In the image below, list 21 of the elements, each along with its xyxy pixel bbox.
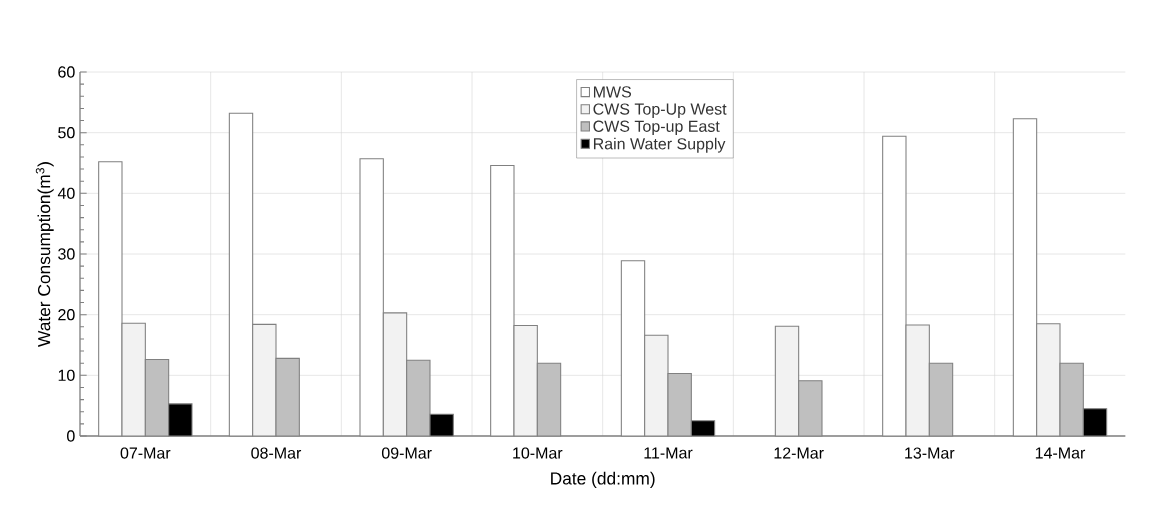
y-tick-label: 10	[58, 369, 75, 381]
x-axis-title: Date (dd:mm)	[551, 471, 655, 489]
x-tick-label: 08-Mar	[251, 447, 302, 459]
y-tick-label: 40	[57, 187, 75, 199]
legend-label: Rain Water Supply	[593, 137, 726, 153]
y-tick-label: 20	[58, 309, 75, 321]
y-tick-label: 60	[58, 66, 75, 78]
y-tick-label: 0	[67, 430, 75, 442]
x-tick-label: 11-Mar	[644, 447, 693, 459]
legend-label: CWS Top-up East	[593, 120, 720, 136]
x-tick-label: 13-Mar	[905, 447, 955, 459]
x-tick-label: 09-Mar	[381, 447, 432, 459]
y-tick-label: 30	[58, 248, 75, 260]
x-tick-label: 07-Mar	[120, 447, 171, 459]
legend-label: CWS Top-Up West	[593, 103, 727, 118]
x-tick-label: 14-Mar	[1035, 447, 1086, 459]
legend-label: MWS	[593, 86, 632, 98]
y-tick-label: 50	[58, 127, 75, 139]
x-tick-label: 12-Mar	[774, 447, 824, 459]
x-tick-label: 10-Mar	[513, 447, 563, 459]
y-axis-title: Water Consumption(m$^{3}$)	[35, 162, 54, 347]
